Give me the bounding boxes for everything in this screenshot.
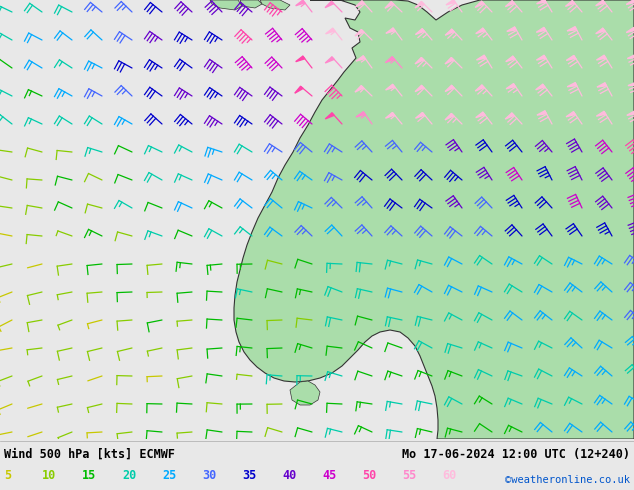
Text: 45: 45 (322, 468, 336, 482)
Polygon shape (386, 28, 395, 33)
Polygon shape (597, 55, 606, 60)
Polygon shape (355, 86, 363, 92)
Polygon shape (567, 83, 577, 87)
Polygon shape (536, 55, 546, 60)
Polygon shape (476, 28, 485, 34)
Polygon shape (477, 55, 486, 60)
Text: 20: 20 (122, 468, 136, 482)
Text: Wind 500 hPa [kts] ECMWF: Wind 500 hPa [kts] ECMWF (4, 448, 175, 461)
Polygon shape (210, 0, 242, 10)
Text: 15: 15 (82, 468, 96, 482)
Polygon shape (566, 55, 576, 60)
Polygon shape (385, 57, 394, 63)
Polygon shape (507, 27, 516, 31)
Polygon shape (627, 111, 634, 115)
Polygon shape (506, 56, 515, 62)
Polygon shape (385, 84, 394, 90)
Polygon shape (566, 0, 574, 6)
Polygon shape (597, 111, 605, 116)
Polygon shape (415, 29, 424, 35)
Polygon shape (325, 57, 334, 63)
Text: 55: 55 (402, 468, 417, 482)
Polygon shape (626, 27, 634, 32)
Polygon shape (475, 1, 484, 7)
Polygon shape (445, 57, 454, 64)
Polygon shape (326, 28, 335, 34)
Polygon shape (628, 82, 634, 86)
Text: 5: 5 (4, 468, 11, 482)
Polygon shape (505, 0, 514, 7)
Text: ©weatheronline.co.uk: ©weatheronline.co.uk (505, 475, 630, 485)
Polygon shape (506, 84, 515, 89)
Polygon shape (566, 112, 575, 117)
Text: 30: 30 (202, 468, 216, 482)
Text: 50: 50 (362, 468, 376, 482)
Text: 25: 25 (162, 468, 176, 482)
Polygon shape (415, 1, 424, 8)
Polygon shape (385, 2, 394, 8)
Polygon shape (536, 84, 545, 90)
Polygon shape (445, 85, 454, 92)
Polygon shape (260, 0, 290, 10)
Polygon shape (355, 29, 364, 36)
Polygon shape (626, 0, 634, 4)
Polygon shape (355, 1, 364, 7)
Polygon shape (596, 0, 605, 6)
Polygon shape (445, 29, 454, 35)
Polygon shape (356, 56, 365, 61)
Polygon shape (476, 85, 484, 91)
Text: 40: 40 (282, 468, 296, 482)
Polygon shape (415, 85, 424, 92)
Polygon shape (627, 54, 634, 58)
Polygon shape (596, 28, 605, 34)
Polygon shape (415, 113, 425, 118)
Text: 10: 10 (42, 468, 56, 482)
Polygon shape (445, 114, 454, 120)
Polygon shape (567, 27, 576, 31)
Polygon shape (356, 112, 365, 117)
Polygon shape (597, 83, 607, 87)
Polygon shape (295, 0, 305, 6)
Polygon shape (536, 0, 546, 4)
Polygon shape (234, 0, 634, 439)
Polygon shape (537, 111, 547, 115)
Polygon shape (505, 113, 514, 119)
Polygon shape (536, 27, 546, 32)
Polygon shape (295, 56, 305, 62)
Polygon shape (295, 86, 303, 93)
Polygon shape (240, 0, 262, 8)
Polygon shape (415, 57, 424, 64)
Polygon shape (385, 113, 394, 118)
Polygon shape (325, 1, 333, 8)
Text: Mo 17-06-2024 12:00 UTC (12+240): Mo 17-06-2024 12:00 UTC (12+240) (402, 448, 630, 461)
Polygon shape (476, 112, 485, 118)
Polygon shape (446, 0, 455, 5)
Polygon shape (325, 113, 334, 119)
Text: 35: 35 (242, 468, 256, 482)
Polygon shape (290, 381, 320, 405)
Text: 60: 60 (442, 468, 456, 482)
